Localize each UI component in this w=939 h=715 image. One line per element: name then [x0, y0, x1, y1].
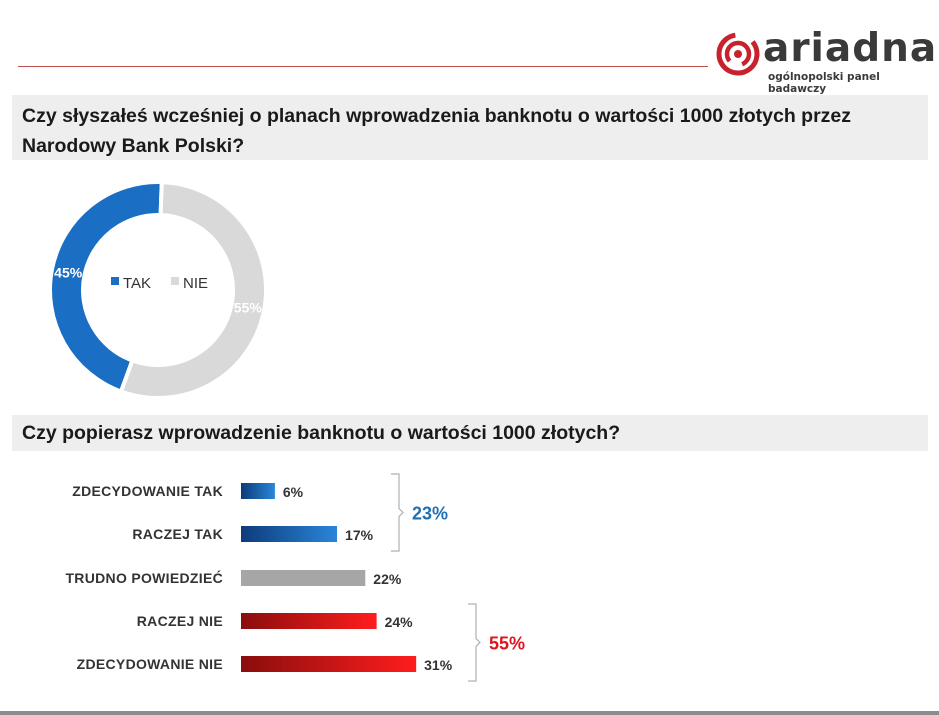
brand-tagline: ogólnopolski panel badawczy: [768, 71, 880, 95]
group-bracket: [391, 473, 404, 552]
brand-name: ariadna: [763, 26, 938, 71]
donut-value-label: 45%: [54, 265, 83, 281]
bar-category-label: TRUDNO POWIEDZIEĆ: [65, 569, 223, 586]
bar-1: [241, 483, 275, 499]
legend-label-tak: TAK: [123, 275, 151, 292]
donut-slice-nie: [118, 179, 268, 400]
header-divider: [18, 66, 708, 67]
bar-5: [241, 656, 417, 672]
bar-value-label: 22%: [373, 571, 402, 587]
question-1-title: Czy słyszałeś wcześniej o planach wprowa…: [12, 95, 928, 160]
brand-logo: ariadna ogólnopolski panel badawczy: [716, 26, 936, 95]
legend-label-nie: NIE: [183, 275, 208, 292]
donut-value-label: 55%: [234, 299, 263, 315]
question-2-title: Czy popierasz wprowadzenie banknotu o wa…: [12, 415, 928, 451]
spiral-logo-icon: [716, 32, 760, 76]
bar-value-label: 31%: [424, 657, 453, 673]
donut-slice-tak: [48, 180, 164, 395]
legend-swatch-icon: [171, 277, 179, 285]
bar-value-label: 6%: [283, 484, 304, 500]
bar-value-label: 17%: [345, 527, 374, 543]
bar-2: [241, 526, 338, 542]
bar-value-label: 24%: [385, 614, 414, 630]
bar-chart: ZDECYDOWANIE TAK 6% RACZEJ TAK 17% TRUDNO PO…: [65, 473, 525, 682]
bar-category-label: RACZEJ NIE: [137, 613, 223, 629]
group-total-label: 23%: [412, 504, 448, 524]
bar-category-label: RACZEJ TAK: [132, 526, 223, 542]
legend-swatch-icon: [111, 277, 119, 285]
footer-divider: [0, 711, 939, 715]
group-bracket: [468, 603, 481, 682]
group-total-label: 55%: [489, 634, 525, 654]
bar-category-label: ZDECYDOWANIE NIE: [77, 656, 223, 672]
bar-3: [241, 570, 366, 586]
bar-4: [241, 613, 377, 629]
donut-chart: 45% 55% TAK NIE: [48, 179, 268, 400]
bar-category-label: ZDECYDOWANIE TAK: [72, 483, 223, 499]
